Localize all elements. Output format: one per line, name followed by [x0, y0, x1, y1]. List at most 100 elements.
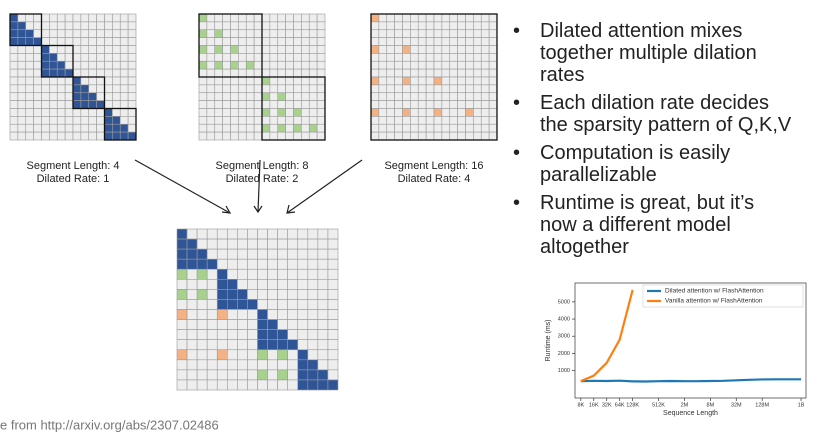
grid-cell — [222, 100, 231, 109]
grid-cell — [186, 258, 198, 270]
y-tick-label: 2000 — [558, 351, 570, 357]
grid-cell — [222, 116, 231, 125]
grid-cell — [245, 29, 255, 38]
grid-cell — [127, 68, 137, 78]
grid-cell — [277, 21, 286, 31]
grid-cell — [441, 100, 451, 109]
grid-cell — [480, 84, 490, 94]
grid-cell — [112, 60, 121, 70]
grid-cell — [88, 60, 97, 70]
grid-cell — [198, 100, 208, 109]
grid-cell — [308, 53, 318, 62]
grid-cell — [227, 359, 238, 371]
grid-cell — [317, 309, 329, 320]
grid-cell — [237, 339, 248, 351]
grid-cell — [227, 379, 238, 391]
grid-cell — [214, 123, 223, 133]
grid-cell — [287, 289, 299, 300]
grid-cell — [297, 228, 309, 240]
grid-cell — [41, 92, 50, 101]
grid-cell — [293, 45, 302, 54]
grid-cell — [119, 108, 129, 117]
grid-cell — [96, 100, 105, 109]
grid-cell — [386, 45, 395, 54]
grid-cell — [176, 299, 188, 310]
grid-cell — [214, 108, 223, 117]
grid-cell — [285, 53, 294, 62]
grid-cell — [402, 131, 411, 141]
grid-cell — [267, 238, 278, 250]
grid-cell — [465, 131, 474, 141]
grid-cell — [488, 21, 498, 31]
grid-cell — [293, 131, 302, 141]
bullet-dot: • — [513, 192, 521, 214]
grid-cell — [238, 131, 247, 141]
grid-cell — [214, 45, 223, 54]
grid-cell — [64, 131, 74, 141]
grid-cell — [238, 123, 247, 133]
grid-cell — [80, 45, 90, 54]
grid-cell — [238, 53, 247, 62]
grid-cell — [370, 92, 380, 101]
grid-cell — [72, 68, 82, 78]
grid-cell — [214, 84, 223, 94]
grid-cell — [287, 319, 299, 330]
grid-cell — [222, 108, 231, 117]
grid-cell — [410, 76, 419, 86]
grid-cell — [237, 369, 248, 381]
grid-cell — [119, 53, 129, 62]
grid-cell — [308, 13, 318, 23]
grid-cell — [17, 53, 27, 62]
grid-cell — [253, 108, 263, 117]
grid-cell — [196, 279, 208, 290]
grid-cell — [267, 289, 278, 300]
grid-cell — [72, 13, 82, 23]
grid-cell — [293, 68, 302, 78]
grid-cell — [370, 68, 380, 78]
grid-cell — [206, 21, 216, 31]
grid-cell — [441, 13, 451, 23]
grid-cell — [237, 279, 248, 290]
grid-cell — [441, 108, 451, 117]
grid-cell — [64, 29, 74, 38]
grid-cell — [308, 108, 318, 117]
grid-cell — [449, 92, 458, 101]
grid-cell — [410, 53, 419, 62]
bullet-line: Runtime is great, but it’s — [540, 192, 755, 214]
grid-cell — [112, 21, 121, 31]
bullet-dot: • — [513, 92, 521, 114]
grid-cell — [196, 238, 208, 250]
grid-cell — [370, 108, 380, 117]
grid-cell — [222, 123, 231, 133]
grid-cell — [127, 37, 137, 46]
grid-cell — [473, 92, 482, 101]
grid-cell — [417, 84, 427, 94]
grid-cell — [297, 279, 309, 290]
grid-cell — [402, 60, 411, 70]
grid-cell — [198, 76, 208, 86]
grid-cell — [277, 379, 288, 391]
grid-cell — [449, 84, 458, 94]
grid-cell — [277, 68, 286, 78]
grid-cell — [480, 37, 490, 46]
grid-cell — [386, 123, 395, 133]
grid-cell — [104, 123, 113, 133]
grid-cell — [196, 248, 208, 260]
grid-cell — [253, 131, 263, 141]
grid-cell — [206, 228, 218, 240]
grid-cell — [308, 21, 318, 31]
grid-cell — [9, 76, 19, 86]
grid-cell — [378, 116, 388, 125]
grid-cell — [88, 53, 97, 62]
grid-cell — [196, 359, 208, 371]
grid-cell — [253, 29, 263, 38]
grid-cell — [297, 309, 309, 320]
grid-cell — [301, 92, 310, 101]
grid-cell — [88, 68, 97, 78]
grid-cell — [261, 100, 271, 109]
grid-cell — [214, 100, 223, 109]
grid-cell — [64, 76, 74, 86]
grid-cell — [473, 29, 482, 38]
grid-cell — [378, 84, 388, 94]
grid-cell — [307, 329, 319, 340]
